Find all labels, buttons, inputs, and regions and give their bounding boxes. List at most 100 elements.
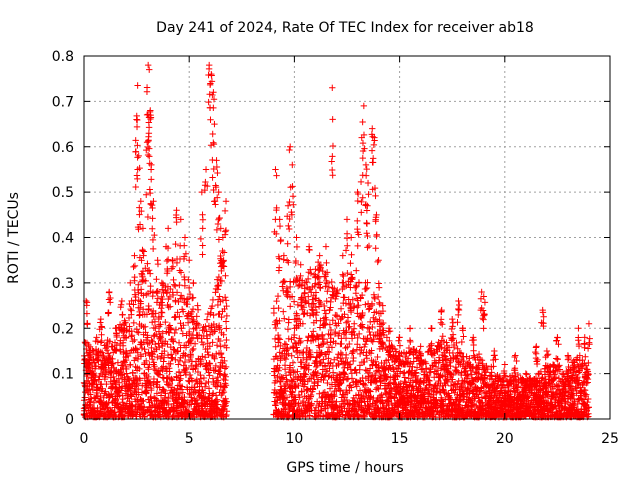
data-point [329,279,335,285]
data-point [312,266,318,272]
data-point [165,225,171,231]
data-point [273,325,279,331]
data-point [360,381,366,387]
data-point [190,294,196,300]
data-point [357,351,363,357]
data-point [138,198,144,204]
data-point [181,242,187,248]
data-point [134,117,140,123]
data-point [164,258,170,264]
data-point [175,361,181,367]
data-point [290,193,296,199]
data-point [556,375,562,381]
data-point [329,344,335,350]
data-point [146,145,152,151]
data-point [137,305,143,311]
data-point [275,305,281,311]
data-point [273,298,279,304]
data-point [310,328,316,334]
data-point [309,296,315,302]
data-point [144,89,150,95]
data-point [278,237,284,243]
data-point [280,308,286,314]
data-point [186,257,192,263]
data-point [447,396,453,402]
data-point [134,154,140,160]
data-point [338,341,344,347]
data-point [449,336,455,342]
data-point [209,174,215,180]
data-point [327,321,333,327]
data-point [223,297,229,303]
data-point [84,310,90,316]
data-point [209,339,215,345]
data-point [131,274,137,280]
data-point [329,116,335,122]
data-point [374,354,380,360]
data-point [169,355,175,361]
data-point [305,276,311,282]
data-point [140,225,146,231]
data-point [211,141,217,147]
data-point [149,202,155,208]
data-point [293,234,299,240]
data-point [316,252,322,258]
data-point [275,335,281,341]
data-point [177,358,183,364]
data-point [276,216,282,222]
data-point [287,278,293,284]
data-point [323,243,329,249]
data-point [339,271,345,277]
data-point [323,260,329,266]
data-point [277,223,283,229]
data-point [199,212,205,218]
data-point [273,172,279,178]
data-point [172,241,178,247]
data-point [146,153,152,159]
data-point [210,131,216,137]
data-point [178,292,184,298]
data-point [216,293,222,299]
data-point [284,241,290,247]
data-point [365,324,371,330]
data-point [203,166,209,172]
data-point [84,320,90,326]
data-point [329,85,335,91]
data-point [130,338,136,344]
data-point [286,199,292,205]
data-point [217,343,223,349]
data-point [308,392,314,398]
data-point [286,316,292,322]
data-point [146,66,152,72]
data-point [107,295,113,301]
data-point [173,327,179,333]
data-point [363,286,369,292]
data-point [214,342,220,348]
data-point [149,215,155,221]
data-point [214,170,220,176]
data-point [334,312,340,318]
data-point [488,369,494,375]
data-point [147,283,153,289]
data-point [298,262,304,268]
data-point [142,324,148,330]
data-point [190,326,196,332]
data-point [338,306,344,312]
data-point [223,198,229,204]
data-point [134,82,140,88]
data-point [195,307,201,313]
data-point [146,130,152,136]
data-point [145,144,151,150]
data-point [353,267,359,273]
data-point [215,221,221,227]
data-point [340,273,346,279]
data-point [148,166,154,172]
data-point [290,360,296,366]
data-point [211,121,217,127]
data-point [152,325,158,331]
data-point [185,277,191,283]
data-point [303,279,309,285]
data-point [293,344,299,350]
data-point [281,278,287,284]
data-point [285,223,291,229]
